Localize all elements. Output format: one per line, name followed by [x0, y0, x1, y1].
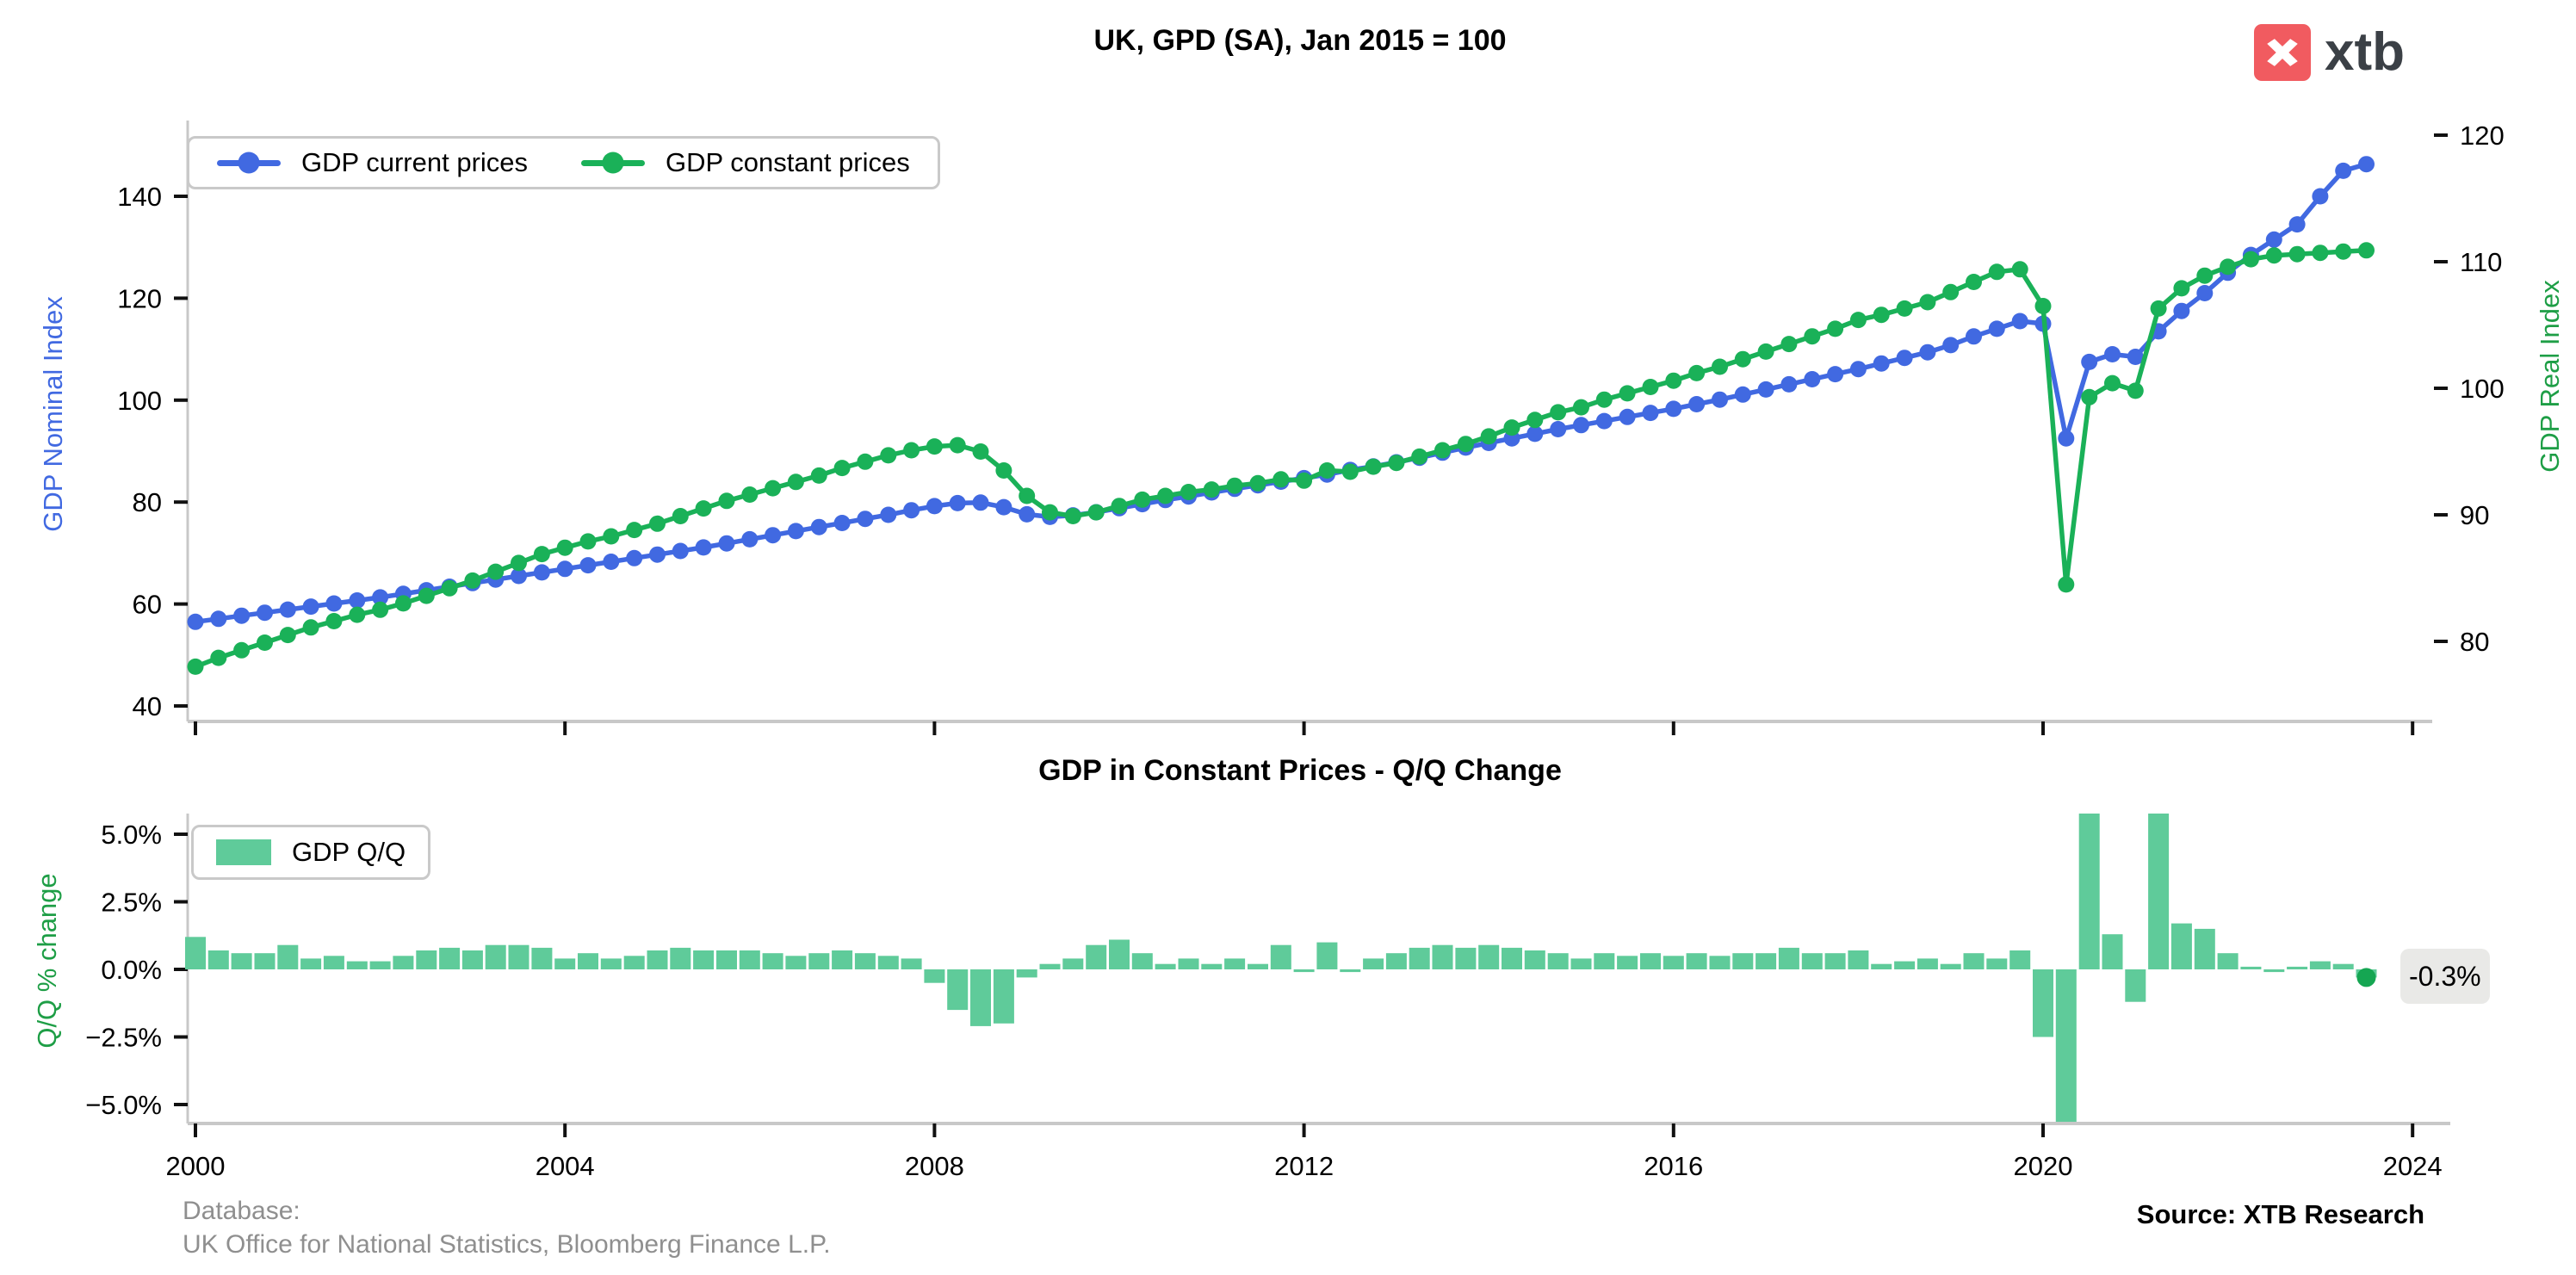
svg-text:140: 140	[117, 182, 162, 212]
svg-text:2024: 2024	[2383, 1151, 2443, 1181]
svg-text:120: 120	[117, 283, 162, 313]
bottom-axis-label-qq: Q/Q % change	[32, 873, 62, 1049]
svg-text:80: 80	[2460, 627, 2489, 657]
svg-text:2012: 2012	[1274, 1151, 1334, 1181]
bottom-chart-title: GDP in Constant Prices - Q/Q Change	[1038, 754, 1562, 787]
svg-text:0.0%: 0.0%	[101, 955, 162, 985]
svg-text:110: 110	[2460, 247, 2502, 277]
bar-swatch-mint	[216, 839, 271, 865]
series-gdp-constant-prices	[187, 242, 2375, 675]
legend-label-gdp-constant: GDP constant prices	[666, 147, 910, 177]
svg-text:100: 100	[2460, 374, 2505, 404]
legend-item-gdp-current: GDP current prices	[217, 147, 528, 178]
top-chart-title: UK, GPD (SA), Jan 2015 = 100	[1093, 24, 1507, 57]
legend-label-gdp-current: GDP current prices	[301, 147, 529, 177]
last-value-annotation: -0.3%	[2400, 949, 2490, 1004]
line-marker-swatch-blue	[217, 159, 281, 166]
series-gdp-current-prices	[187, 156, 2375, 630]
svg-text:5.0%: 5.0%	[101, 820, 162, 850]
svg-text:2016: 2016	[1644, 1151, 1703, 1181]
top-chart-axes: 40 60 80 100 120 140 80 90 100 110 120	[117, 121, 2505, 735]
bottom-chart-legend: GDP Q/Q	[191, 825, 431, 880]
xtb-logo-icon	[2254, 24, 2311, 81]
svg-text:120: 120	[2460, 121, 2505, 151]
left-axis-label-nominal: GDP Nominal Index	[38, 296, 68, 532]
footer-source: Source: XTB Research	[2136, 1199, 2424, 1229]
svg-text:60: 60	[133, 590, 162, 620]
svg-text:40: 40	[133, 691, 162, 721]
line-marker-swatch-green	[581, 159, 646, 166]
xtb-logo-text: xtb	[2325, 22, 2405, 82]
top-chart-legend: GDP current prices GDP constant prices	[187, 136, 940, 189]
svg-text:−2.5%: −2.5%	[85, 1023, 162, 1053]
svg-text:2008: 2008	[905, 1151, 964, 1181]
svg-text:2000: 2000	[166, 1151, 226, 1181]
svg-text:−5.0%: −5.0%	[85, 1090, 162, 1120]
svg-text:100: 100	[117, 386, 162, 416]
svg-text:2004: 2004	[536, 1151, 595, 1181]
svg-text:80: 80	[133, 487, 162, 517]
right-axis-label-real: GDP Real Index	[2535, 280, 2565, 473]
bottom-chart-axes: 5.0% 2.5% 0.0% −2.5% −5.0% 2000 2004 2008 2012 20…	[85, 814, 2450, 1181]
xtb-logo: xtb	[2254, 24, 2405, 81]
svg-text:2020: 2020	[2014, 1151, 2073, 1181]
legend-label-gdp-qq: GDP Q/Q	[292, 837, 406, 867]
legend-item-gdp-qq: GDP Q/Q	[216, 837, 406, 868]
qq-change-bars	[185, 814, 2377, 1122]
svg-text:2.5%: 2.5%	[101, 888, 162, 918]
last-point-marker	[2356, 968, 2376, 987]
legend-item-gdp-constant: GDP constant prices	[581, 147, 910, 178]
xtb-x-icon	[2267, 39, 2298, 66]
footer-database-label: Database:	[183, 1197, 300, 1225]
footer-database-names: UK Office for National Statistics, Bloom…	[183, 1230, 831, 1259]
svg-text:90: 90	[2460, 500, 2489, 530]
